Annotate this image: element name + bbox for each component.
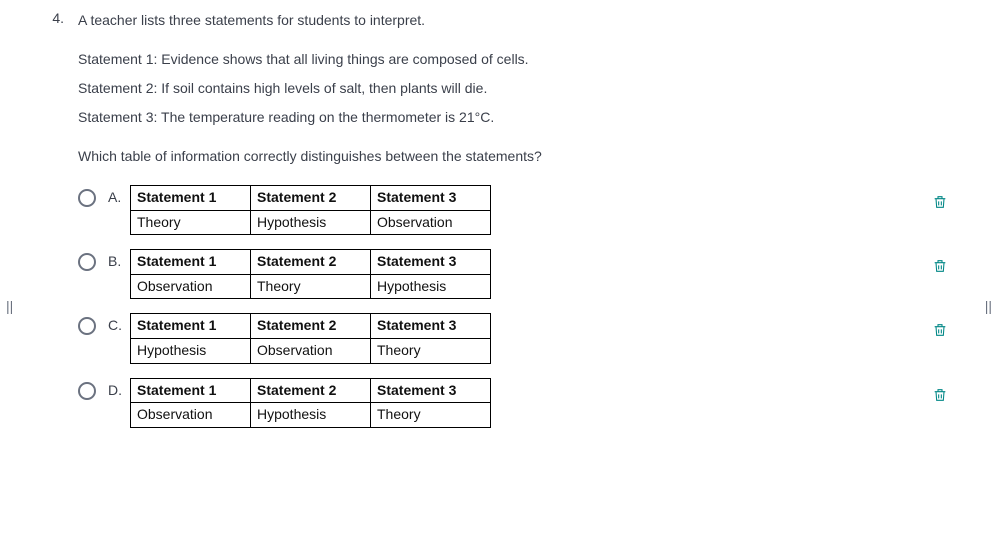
table-header: Statement 3 (371, 250, 491, 275)
choice-row-a: A. Statement 1 Statement 2 Statement 3 T… (78, 185, 898, 235)
table-header: Statement 2 (251, 186, 371, 211)
table-cell: Observation (131, 274, 251, 299)
question-prompt: Which table of information correctly dis… (78, 146, 898, 167)
table-cell: Hypothesis (251, 403, 371, 428)
delete-choice-a[interactable] (932, 193, 948, 214)
table-cell: Theory (371, 403, 491, 428)
question-number: 4. (40, 10, 78, 442)
table-cell: Observation (251, 338, 371, 363)
table-header: Statement 2 (251, 250, 371, 275)
table-header: Statement 1 (131, 250, 251, 275)
statement-3: Statement 3: The temperature reading on … (78, 107, 898, 128)
choice-row-d: D. Statement 1 Statement 2 Statement 3 O… (78, 378, 898, 428)
stem-intro: A teacher lists three statements for stu… (78, 10, 898, 31)
table-header: Statement 2 (251, 314, 371, 339)
radio-a[interactable] (78, 189, 96, 207)
choice-row-b: B. Statement 1 Statement 2 Statement 3 O… (78, 249, 898, 299)
choice-row-c: C. Statement 1 Statement 2 Statement 3 H… (78, 313, 898, 363)
table-header: Statement 1 (131, 314, 251, 339)
choice-label-d: D. (108, 382, 130, 398)
choice-label-b: B. (108, 253, 130, 269)
choice-table-a: Statement 1 Statement 2 Statement 3 Theo… (130, 185, 491, 235)
trash-icon (932, 257, 948, 275)
table-cell: Hypothesis (131, 338, 251, 363)
question-container: 4. A teacher lists three statements for … (0, 10, 998, 442)
choice-table-d: Statement 1 Statement 2 Statement 3 Obse… (130, 378, 491, 428)
choice-label-a: A. (108, 189, 130, 205)
radio-c[interactable] (78, 317, 96, 335)
table-header: Statement 3 (371, 378, 491, 403)
choices-area: A. Statement 1 Statement 2 Statement 3 T… (78, 185, 898, 428)
table-cell: Theory (131, 210, 251, 235)
delete-choice-c[interactable] (932, 321, 948, 342)
question-body: A teacher lists three statements for stu… (78, 10, 958, 442)
table-cell: Observation (131, 403, 251, 428)
trash-icon (932, 321, 948, 339)
table-cell: Theory (371, 338, 491, 363)
choice-label-c: C. (108, 317, 130, 333)
radio-b[interactable] (78, 253, 96, 271)
table-header: Statement 3 (371, 314, 491, 339)
table-header: Statement 1 (131, 378, 251, 403)
delete-choice-b[interactable] (932, 257, 948, 278)
table-header: Statement 2 (251, 378, 371, 403)
table-header: Statement 3 (371, 186, 491, 211)
table-header: Statement 1 (131, 186, 251, 211)
statement-1: Statement 1: Evidence shows that all liv… (78, 49, 898, 70)
drag-handle-right[interactable]: || (985, 298, 992, 314)
trash-icon (932, 386, 948, 404)
table-cell: Hypothesis (371, 274, 491, 299)
delete-choice-d[interactable] (932, 386, 948, 407)
table-cell: Observation (371, 210, 491, 235)
statements-block: Statement 1: Evidence shows that all liv… (78, 49, 898, 128)
table-cell: Theory (251, 274, 371, 299)
statement-2: Statement 2: If soil contains high level… (78, 78, 898, 99)
trash-icon (932, 193, 948, 211)
radio-d[interactable] (78, 382, 96, 400)
drag-handle-left[interactable]: || (6, 298, 13, 314)
table-cell: Hypothesis (251, 210, 371, 235)
choice-table-c: Statement 1 Statement 2 Statement 3 Hypo… (130, 313, 491, 363)
choice-table-b: Statement 1 Statement 2 Statement 3 Obse… (130, 249, 491, 299)
